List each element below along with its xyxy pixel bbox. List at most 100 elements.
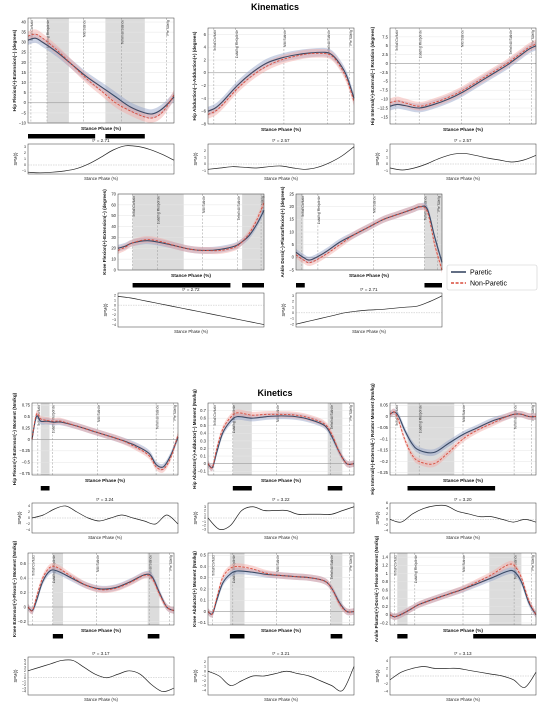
y-tick-label: 0 (204, 609, 207, 614)
y-tick-label: −0.1 (198, 469, 207, 474)
phase-event-label: Loading Response (235, 30, 239, 58)
chart-hip-flexion: Initial Contact Loading Response Mid Stanc… (12, 17, 175, 181)
spm-y-tick-label: 0 (114, 303, 116, 307)
y-tick-label: 0 (204, 461, 207, 466)
series-band-paretic (118, 206, 264, 254)
y-tick-label: 1 (386, 571, 389, 576)
y-tick-label: 0 (28, 437, 31, 442)
spm-y-tick-label: 0 (204, 516, 206, 520)
plot-frame (207, 402, 355, 476)
phase-event-label: Terminal Stance (513, 555, 517, 579)
phase-event-label: Pre Swing (349, 555, 353, 571)
y-tick-label: −0.2 (18, 619, 27, 624)
spm-y-tick-label: −4 (22, 690, 26, 694)
chart-hip-rotation: Initial Contact Loading Response Mid Stanc… (370, 26, 537, 181)
phase-event-label: Initial Contact (212, 555, 216, 576)
spm-x-axis-label: Stance Phase (%) (264, 697, 298, 702)
spm-threshold-label: t* = 3.22 (272, 497, 290, 502)
spm-curve (295, 295, 443, 325)
spm-y-axis-label: SPM{t} (281, 303, 286, 317)
spm-curve (207, 146, 355, 170)
series-band-non-paretic (208, 563, 354, 618)
y-axis-label: Ankle Dorsi(−)-Plantarflexion(+) (degree… (280, 186, 285, 277)
chart-hip-abductor-moment: Initial Contact Loading Response Mid Stanc… (192, 389, 355, 540)
spm-y-tick-label: 2 (204, 509, 206, 513)
spm-y-tick-label: −4 (384, 528, 388, 532)
x-axis-label: Stance Phase (%) (81, 628, 121, 634)
series-band-paretic (28, 33, 174, 119)
shaded-region (52, 553, 64, 625)
chart-hip-rotator-moment: Initial Contact Loading Response Mid Stanc… (370, 383, 537, 540)
spm-y-tick-label: 3 (204, 505, 206, 509)
y-tick-label: 25 (21, 50, 26, 55)
x-axis-label: Stance Phase (%) (81, 126, 121, 132)
series-line-non-paretic (389, 563, 537, 618)
phase-event-label: Terminal Stance (121, 20, 125, 44)
phase-event-label: Mid Stance (462, 405, 466, 422)
spm-threshold-label: t* = 2.57 (454, 138, 472, 143)
significance-bar (473, 634, 536, 639)
y-tick-label: 0.6 (382, 587, 388, 592)
phase-event-label: Initial Contact (394, 555, 398, 576)
spm-y-tick-label: 1 (24, 157, 26, 161)
significance-bar (327, 486, 343, 491)
chart-hip-abduction: Initial Contact Loading Response Mid Stanc… (192, 27, 355, 181)
spm-y-tick-label: −1 (22, 169, 26, 173)
shaded-region (147, 553, 160, 625)
y-tick-label: 0.2 (382, 604, 388, 609)
spm-y-tick-label: −4 (26, 528, 30, 532)
y-tick-label: 0 (386, 61, 389, 66)
spm-frame (27, 143, 175, 175)
spm-threshold-label: t* = 3.21 (272, 651, 290, 656)
y-tick-label: 15 (21, 70, 26, 75)
spm-y-tick-label: 4 (386, 507, 388, 511)
y-tick-label: −12.5 (377, 105, 388, 110)
phase-event-label: Pre Swing (531, 30, 535, 46)
spm-y-tick-label: −3 (112, 318, 116, 322)
x-axis-label: Stance Phase (%) (349, 273, 389, 279)
chart-hip-flexor-moment: Initial Contact Loading Response Mid Stanc… (12, 392, 179, 540)
significance-bar (330, 634, 343, 639)
spm-y-tick-label: −2 (202, 679, 206, 683)
significance-bar (132, 283, 231, 288)
y-tick-label: −10 (19, 120, 27, 125)
y-tick-label: −6 (201, 109, 206, 114)
phase-event-label: Terminal Stance (513, 405, 517, 429)
y-tick-label: 10 (21, 80, 26, 85)
y-axis-label: Ankle Plantar(+)-Dorsi(−) Flexor Moment … (374, 535, 379, 642)
spm-y-axis-label: SPM{t} (193, 152, 198, 166)
spm-threshold-label: t* = 3.24 (96, 497, 114, 502)
spm-curve (389, 504, 537, 523)
y-tick-label: −0.1 (198, 620, 207, 625)
spm-y-tick-label: −1 (22, 679, 26, 683)
spm-y-axis-label: SPM{t} (13, 669, 18, 683)
plot-frame (295, 193, 443, 271)
spm-y-tick-label: 0 (24, 163, 26, 167)
series-band-non-paretic (390, 560, 536, 621)
phase-event-label: Loading Response (52, 405, 56, 433)
phase-event-label: Terminal Stance (155, 405, 159, 429)
y-tick-label: −2.5 (380, 70, 389, 75)
phase-event-label: Mid Stance (276, 555, 280, 572)
significance-bar (296, 283, 305, 288)
y-tick-label: 1.4 (382, 555, 388, 560)
spm-x-axis-label: Stance Phase (%) (446, 535, 480, 540)
spm-frame (207, 656, 355, 696)
series-line-paretic (27, 569, 175, 612)
spm-y-tick-label: 3 (24, 145, 26, 149)
series-line-non-paretic (117, 202, 265, 252)
spm-y-tick-label: 1 (24, 672, 26, 676)
x-axis-label: Stance Phase (%) (443, 127, 483, 133)
y-tick-label: 2.5 (382, 52, 388, 57)
spm-threshold-label: t* = 2.71 (360, 287, 378, 292)
phase-event-label: Loading Response (232, 555, 236, 583)
y-tick-label: −0.75 (19, 471, 30, 476)
shaded-region (327, 403, 343, 475)
y-tick-label: 0.2 (200, 586, 206, 591)
spm-y-tick-label: 0 (386, 518, 388, 522)
chart-knee-abductor-moment: Initial Contact Loading Response Mid Stanc… (192, 551, 355, 702)
series-line-non-paretic (389, 43, 537, 107)
y-tick-label: 0.5 (24, 414, 30, 419)
spm-x-axis-label: Stance Phase (%) (446, 176, 480, 181)
y-tick-label: −5 (289, 267, 294, 272)
